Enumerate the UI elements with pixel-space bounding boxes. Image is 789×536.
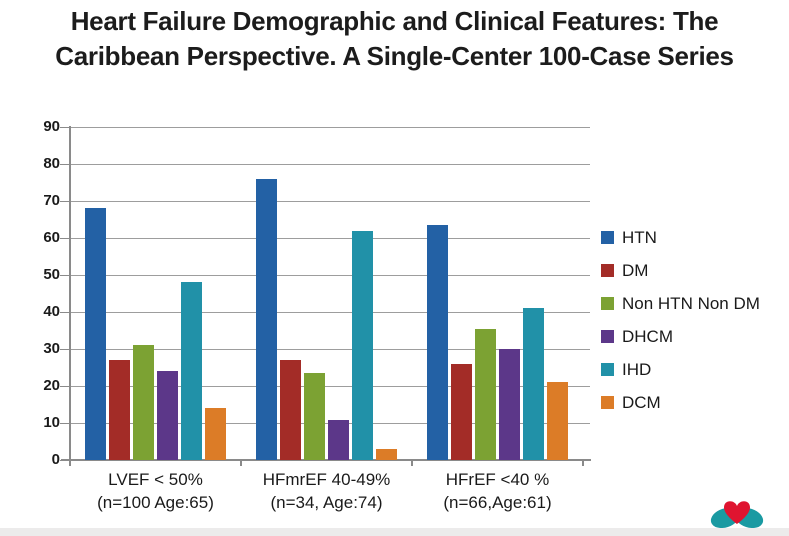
gridline xyxy=(70,349,590,350)
y-axis-tick-label: 50 xyxy=(43,266,60,283)
gridline xyxy=(70,312,590,313)
y-axis-tick xyxy=(60,386,69,387)
legend-swatch xyxy=(601,264,614,277)
bar-dm xyxy=(109,360,130,460)
y-axis-tick xyxy=(60,201,69,202)
legend-item-dcm: DCM xyxy=(601,386,760,419)
y-axis-tick-label: 20 xyxy=(43,377,60,394)
y-axis-tick-label: 40 xyxy=(43,303,60,320)
x-axis-category-label: LVEF < 50% (n=100 Age:65) xyxy=(66,468,246,514)
gridline xyxy=(70,238,590,239)
legend-swatch xyxy=(601,297,614,310)
y-axis-tick-label: 90 xyxy=(43,118,60,135)
y-axis-tick-label: 60 xyxy=(43,229,60,246)
bar-dcm xyxy=(376,448,397,460)
legend-label: IHD xyxy=(622,359,652,379)
bottom-strip xyxy=(0,528,789,536)
heart-logo xyxy=(710,495,764,530)
legend-label: HTN xyxy=(622,227,657,247)
bar-dcm xyxy=(547,382,568,460)
y-axis-tick-label: 70 xyxy=(43,192,60,209)
y-axis-line xyxy=(69,126,71,465)
y-axis-tick xyxy=(60,127,69,128)
bar-non-htn-non-dm xyxy=(133,345,154,460)
bar-htn xyxy=(85,208,106,460)
y-axis-tick xyxy=(60,460,69,461)
y-axis-tick xyxy=(60,423,69,424)
legend-swatch xyxy=(601,396,614,409)
category-label-line2: (n=66,Age:61) xyxy=(443,493,552,512)
logo-heart xyxy=(724,501,750,524)
x-axis-category-label: HFmrEF 40-49% (n=34, Age:74) xyxy=(237,468,417,514)
bar-non-htn-non-dm xyxy=(304,373,325,460)
gridline xyxy=(70,386,590,387)
x-axis-tick xyxy=(582,460,584,466)
bar-htn xyxy=(427,225,448,460)
legend-swatch xyxy=(601,330,614,343)
category-label-line1: HFmrEF 40-49% xyxy=(262,470,391,489)
chart-title-line1: Heart Failure Demographic and Clinical F… xyxy=(70,6,719,36)
bar-non-htn-non-dm xyxy=(475,329,496,460)
legend: HTN DM Non HTN Non DM DHCM IHD DCM xyxy=(601,221,760,419)
y-axis-tick xyxy=(60,275,69,276)
legend-item-dm: DM xyxy=(601,254,760,287)
legend-label: DHCM xyxy=(622,326,673,346)
gridline xyxy=(70,164,590,165)
category-label-line2: (n=100 Age:65) xyxy=(97,493,214,512)
gridline xyxy=(70,275,590,276)
legend-label: DM xyxy=(622,260,649,280)
x-axis-tick xyxy=(69,460,71,466)
bar-ihd xyxy=(181,282,202,460)
legend-item-non-htn-non-dm: Non HTN Non DM xyxy=(601,287,760,320)
category-label-line1: LVEF < 50% xyxy=(108,470,203,489)
y-axis-tick xyxy=(60,312,69,313)
bar-dhcm xyxy=(157,371,178,460)
bar-dm xyxy=(451,363,472,460)
bar-htn xyxy=(256,178,277,460)
legend-label: Non HTN Non DM xyxy=(622,293,760,313)
legend-item-htn: HTN xyxy=(601,221,760,254)
plot-area xyxy=(61,126,591,465)
bar-ihd xyxy=(523,308,544,460)
bar-dcm xyxy=(205,408,226,460)
y-axis-tick-label: 80 xyxy=(43,155,60,172)
y-axis-tick xyxy=(60,238,69,239)
y-axis-tick xyxy=(60,349,69,350)
gridline xyxy=(70,201,590,202)
legend-item-ihd: IHD xyxy=(601,353,760,386)
chart-title: Heart Failure Demographic and Clinical F… xyxy=(0,4,789,74)
x-axis-category-label: HFrEF <40 % (n=66,Age:61) xyxy=(408,468,588,514)
category-label-line1: HFrEF <40 % xyxy=(445,470,550,489)
bar-ihd xyxy=(352,231,373,460)
legend-item-dhcm: DHCM xyxy=(601,320,760,353)
y-axis-tick-label: 10 xyxy=(43,414,60,431)
y-axis-tick-label: 30 xyxy=(43,340,60,357)
y-axis-tick-label: 0 xyxy=(51,451,60,468)
x-axis-line xyxy=(61,459,591,461)
x-axis-tick xyxy=(411,460,413,466)
bar-dhcm xyxy=(328,420,349,460)
legend-label: DCM xyxy=(622,392,661,412)
bar-dm xyxy=(280,360,301,460)
y-axis-tick xyxy=(60,164,69,165)
legend-swatch xyxy=(601,231,614,244)
category-label-line2: (n=34, Age:74) xyxy=(270,493,383,512)
chart-title-line2: Caribbean Perspective. A Single-Center 1… xyxy=(55,41,734,71)
bar-dhcm xyxy=(499,349,520,460)
legend-swatch xyxy=(601,363,614,376)
gridline xyxy=(70,127,590,128)
x-axis-tick xyxy=(240,460,242,466)
